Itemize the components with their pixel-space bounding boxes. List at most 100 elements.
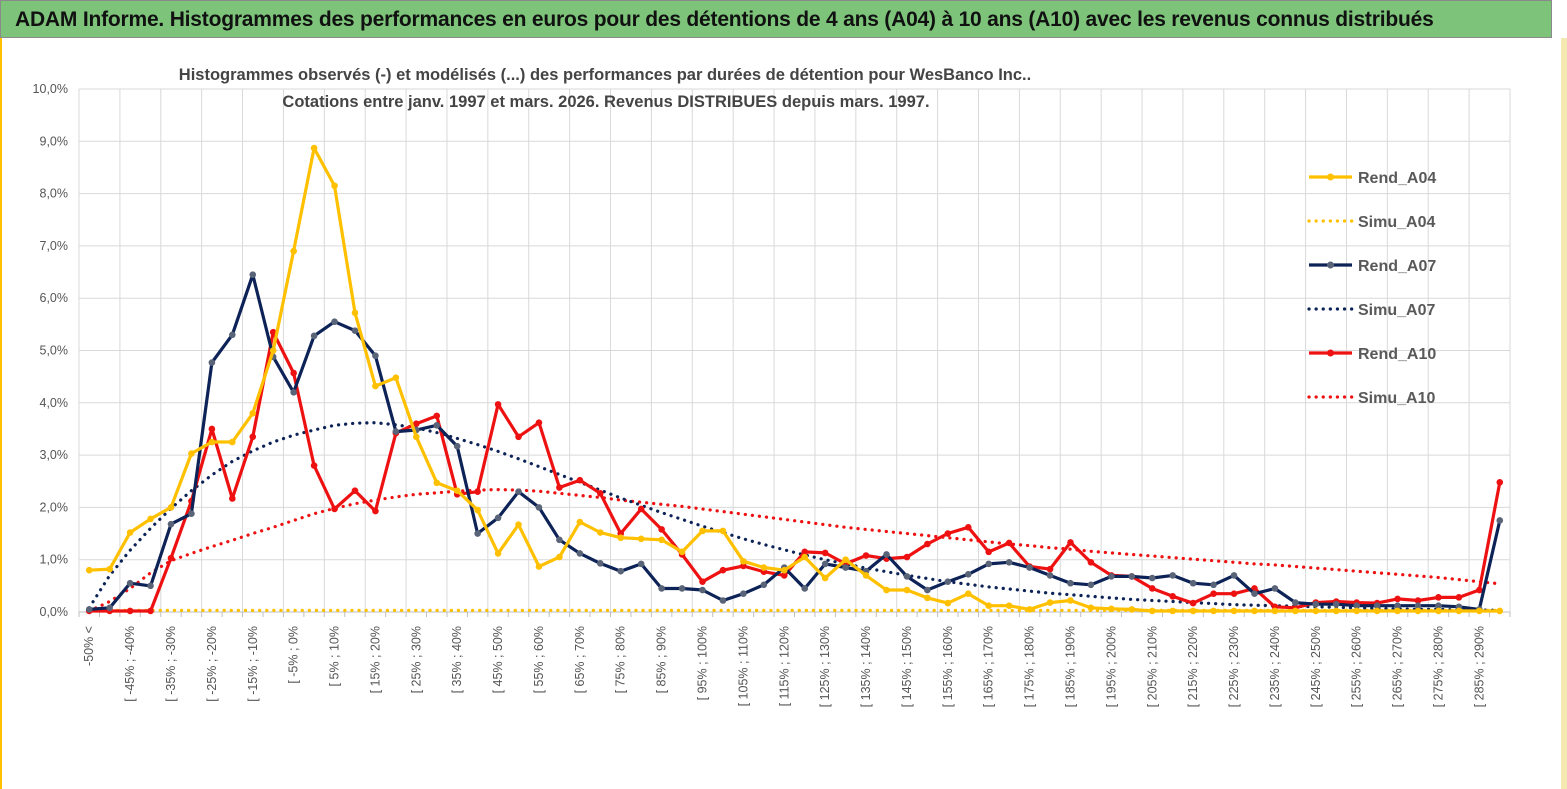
- x-tick-label: [ 275% ; 280%: [1431, 626, 1445, 707]
- rend-a10-point: [515, 433, 522, 441]
- x-tick-label: [ 65% ; 70%: [573, 626, 587, 693]
- rend-a10-point: [1394, 595, 1401, 603]
- legend: Rend_A04 Simu_A04 Rend_A07 Simu_A07 Rend_A10…: [1307, 170, 1436, 407]
- rend-a04-point: [1210, 607, 1217, 615]
- rend-a04-point: [269, 347, 277, 354]
- simu-a07-line: [87, 421, 1502, 613]
- rend-a10-point: [1476, 586, 1483, 594]
- rend-a07-point: [1414, 602, 1422, 610]
- rend-a10-point: [740, 562, 747, 570]
- x-tick-label: [ -5% ; 0%: [287, 626, 301, 684]
- rend-a04-point: [637, 535, 645, 543]
- y-tick-label: 9,0%: [40, 134, 69, 148]
- rend-a04-point: [1292, 607, 1299, 615]
- rend-a10-point: [801, 548, 809, 556]
- rend-a07-point: [1005, 559, 1013, 566]
- rend-a04-point: [1394, 607, 1401, 615]
- rend-a10-point: [637, 505, 645, 513]
- rend-a04-point: [1435, 607, 1442, 615]
- rend-a10-point: [924, 540, 931, 548]
- rend-a10-point: [147, 607, 154, 615]
- x-tick-label: [ 225% ; 230%: [1227, 626, 1241, 707]
- rend-a04-point: [617, 534, 625, 542]
- rend-a07-point: [249, 271, 257, 278]
- rend-a04-point: [85, 566, 93, 574]
- rend-a10-point: [1046, 565, 1054, 573]
- rend-a10-point: [331, 505, 338, 513]
- rend-a04-point: [1148, 607, 1156, 615]
- rend-a07-point: [106, 604, 113, 612]
- rend-a07-point: [1210, 581, 1217, 589]
- rend-a04-point: [658, 536, 665, 544]
- x-tick-label: [ 95% ; 100%: [696, 626, 710, 700]
- rend-a04-point: [1312, 607, 1320, 615]
- rend-a10-point: [1005, 539, 1013, 547]
- rend-a10-point: [269, 328, 277, 336]
- x-tick-label: [ 145% ; 150%: [900, 626, 914, 707]
- x-tick-label: [ 245% ; 250%: [1309, 626, 1323, 707]
- x-tick-label: [ 55% ; 60%: [532, 626, 546, 693]
- rend-a07-point: [1353, 602, 1360, 610]
- rend-a07-point: [576, 550, 584, 557]
- rend-a10-point: [719, 566, 727, 574]
- rend-a07-point: [903, 573, 911, 580]
- rend-a04-point: [1189, 607, 1197, 615]
- rend-a07-point: [1230, 572, 1238, 579]
- x-tick-label: [ 15% ; 20%: [368, 626, 382, 693]
- rend-a04-point: [167, 504, 175, 511]
- rend-a04-point: [1251, 607, 1258, 615]
- rend-a04-point: [883, 586, 890, 594]
- y-tick-label: 5,0%: [40, 344, 69, 358]
- rend-a07-point: [760, 581, 768, 589]
- rend-a07-point: [1026, 564, 1033, 571]
- rend-a04-point: [801, 553, 809, 561]
- rend-a07-point: [1332, 600, 1340, 608]
- rend-a10-point: [1067, 539, 1074, 546]
- rend-a10-point: [658, 526, 665, 533]
- rend-a10-point: [1230, 590, 1238, 597]
- rend-a04-point: [1476, 607, 1483, 615]
- rend-a10-point: [1087, 559, 1095, 566]
- rend-a07-point: [1108, 573, 1115, 580]
- y-tick-label: 1,0%: [40, 553, 69, 567]
- legend-label-simu-a10: Simu_A10: [1358, 390, 1435, 407]
- rend-a10-point: [596, 489, 604, 497]
- rend-a04-point: [453, 487, 461, 494]
- rend-a07-point: [126, 579, 134, 587]
- rend-a07-point: [1189, 579, 1197, 587]
- rend-a04-point: [1332, 607, 1340, 615]
- rend-a07-point: [842, 564, 849, 571]
- report-title: ADAM Informe. Histogrammes des performan…: [15, 8, 1434, 31]
- rend-a10-point: [780, 572, 788, 579]
- y-tick-label: 2,0%: [40, 500, 69, 514]
- rend-a07-point: [351, 327, 359, 334]
- rend-a04-point: [760, 564, 768, 571]
- rend-a04-point: [678, 548, 686, 556]
- rend-a10-point: [1148, 585, 1156, 592]
- rend-a04-point: [1128, 606, 1136, 613]
- rend-a10-point: [229, 495, 236, 502]
- rend-a04-point: [147, 515, 154, 523]
- rend-a10-point: [351, 487, 359, 494]
- x-tick-label: [ 175% ; 180%: [1023, 626, 1037, 707]
- x-tick-label: [ -15% ; -10%: [246, 626, 260, 702]
- rend-a07-point: [1394, 602, 1401, 610]
- chart-frame: [0, 38, 1567, 789]
- x-tick-label: -50% <: [82, 626, 96, 666]
- rend-a07-point: [433, 421, 441, 429]
- rend-a10-point: [1435, 594, 1442, 601]
- rend-a04-point: [576, 518, 584, 526]
- rend-a04-point: [413, 433, 420, 441]
- rend-a07-point: [617, 567, 625, 575]
- rend-a07-point: [188, 510, 195, 517]
- x-tick-label: [ -25% ; -20%: [205, 626, 219, 702]
- rend-a07-point: [944, 578, 952, 585]
- rend-a04-point: [842, 556, 849, 563]
- rend-a04-point: [351, 309, 359, 317]
- rend-a04-point: [433, 479, 441, 487]
- rend-a10-point: [310, 462, 318, 469]
- rend-a07-point: [1169, 572, 1176, 579]
- y-tick-label: 6,0%: [40, 291, 69, 305]
- rend-a04-point: [1067, 597, 1074, 604]
